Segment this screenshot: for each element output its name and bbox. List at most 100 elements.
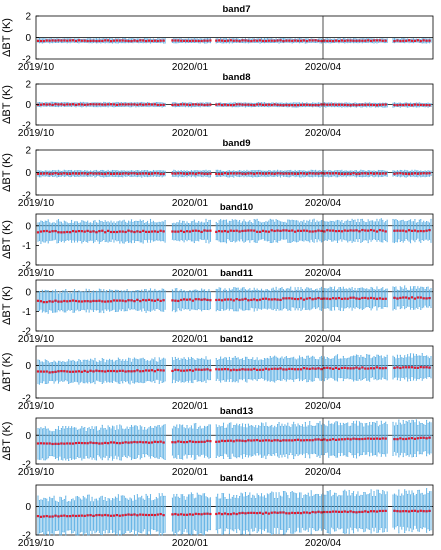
- mean-marker: [334, 39, 338, 42]
- mean-marker: [317, 39, 320, 42]
- mean-marker: [218, 298, 221, 301]
- mean-marker: [384, 230, 387, 233]
- mean-marker: [145, 230, 148, 233]
- mean-marker: [396, 39, 399, 42]
- mean-marker: [355, 39, 358, 42]
- mean-marker: [162, 39, 165, 42]
- mean-marker: [220, 103, 224, 107]
- mean-marker: [378, 103, 381, 106]
- mean-marker: [343, 229, 346, 232]
- mean-marker: [247, 172, 250, 175]
- mean-marker: [98, 39, 101, 43]
- mean-marker: [48, 300, 51, 303]
- mean-marker: [323, 103, 326, 106]
- mean-marker: [425, 229, 428, 232]
- mean-marker: [238, 103, 241, 106]
- mean-marker: [101, 229, 104, 232]
- mean-marker: [317, 296, 320, 300]
- mean-marker: [145, 299, 148, 302]
- mean-marker: [57, 300, 60, 303]
- mean-marker: [314, 230, 317, 233]
- mean-marker: [329, 229, 332, 232]
- mean-marker: [159, 229, 162, 232]
- mean-marker: [334, 230, 338, 233]
- mean-marker: [174, 103, 177, 106]
- mean-marker: [340, 172, 343, 175]
- mean-marker: [174, 172, 177, 175]
- mean-marker: [381, 172, 384, 175]
- mean-marker: [133, 299, 136, 303]
- mean-marker: [349, 39, 352, 42]
- mean-marker: [270, 103, 273, 107]
- y-tick-label: 2: [25, 146, 31, 157]
- mean-marker: [302, 39, 305, 42]
- mean-marker: [323, 172, 326, 175]
- mean-marker: [270, 229, 273, 232]
- x-tick-label: 2020/04: [305, 62, 342, 73]
- mean-marker: [220, 230, 224, 233]
- mean-marker: [136, 298, 139, 301]
- mean-marker: [419, 39, 422, 43]
- mean-marker: [358, 172, 361, 176]
- mean-marker: [57, 231, 60, 234]
- mean-marker: [57, 103, 60, 106]
- mean-marker: [54, 229, 57, 233]
- x-tick-label: 2020/01: [172, 128, 209, 139]
- mean-marker: [229, 172, 232, 175]
- mean-marker: [66, 172, 69, 175]
- mean-marker: [253, 104, 256, 107]
- mean-marker: [317, 172, 320, 175]
- y-tick-label: 0: [25, 168, 31, 179]
- mean-marker: [399, 172, 402, 175]
- mean-marker: [396, 172, 399, 175]
- mean-marker: [232, 103, 235, 107]
- y-tick-label: 2: [25, 80, 31, 91]
- mean-marker: [375, 39, 379, 42]
- mean-marker: [54, 172, 57, 175]
- mean-marker: [422, 230, 425, 233]
- mean-marker: [358, 230, 361, 233]
- mean-marker: [250, 172, 253, 175]
- mean-marker: [302, 298, 305, 301]
- mean-marker: [305, 229, 308, 232]
- mean-marker: [115, 172, 118, 175]
- mean-marker: [273, 39, 276, 42]
- mean-marker: [320, 297, 323, 300]
- mean-marker: [136, 230, 139, 233]
- mean-marker: [209, 229, 212, 232]
- mean-marker: [399, 39, 402, 43]
- mean-marker: [42, 172, 45, 175]
- mean-marker: [334, 103, 338, 106]
- mean-marker: [124, 172, 127, 175]
- mean-marker: [153, 39, 156, 42]
- mean-marker: [200, 103, 203, 106]
- mean-marker: [147, 298, 151, 301]
- mean-marker: [296, 104, 300, 107]
- mean-marker: [194, 103, 197, 106]
- mean-marker: [416, 39, 419, 42]
- mean-marker: [337, 39, 341, 43]
- mean-marker: [276, 298, 279, 301]
- mean-marker: [174, 39, 177, 42]
- mean-marker: [101, 172, 104, 175]
- mean-marker: [261, 172, 265, 175]
- mean-marker: [109, 40, 113, 43]
- mean-marker: [80, 300, 83, 303]
- x-tick-label: 2019/10: [18, 334, 55, 345]
- mean-marker: [130, 103, 133, 106]
- mean-marker: [182, 39, 186, 42]
- mean-marker: [428, 104, 431, 107]
- mean-marker: [229, 229, 232, 232]
- mean-marker: [191, 103, 194, 106]
- mean-marker: [299, 229, 303, 232]
- mean-marker: [206, 39, 209, 42]
- mean-marker: [39, 172, 43, 175]
- mean-marker: [402, 296, 405, 299]
- mean-marker: [162, 299, 165, 302]
- mean-marker: [229, 104, 232, 107]
- mean-marker: [107, 300, 110, 303]
- x-tick-label: 2020/01: [172, 334, 209, 345]
- mean-marker: [86, 172, 89, 176]
- mean-marker: [428, 172, 431, 175]
- mean-marker: [235, 103, 238, 106]
